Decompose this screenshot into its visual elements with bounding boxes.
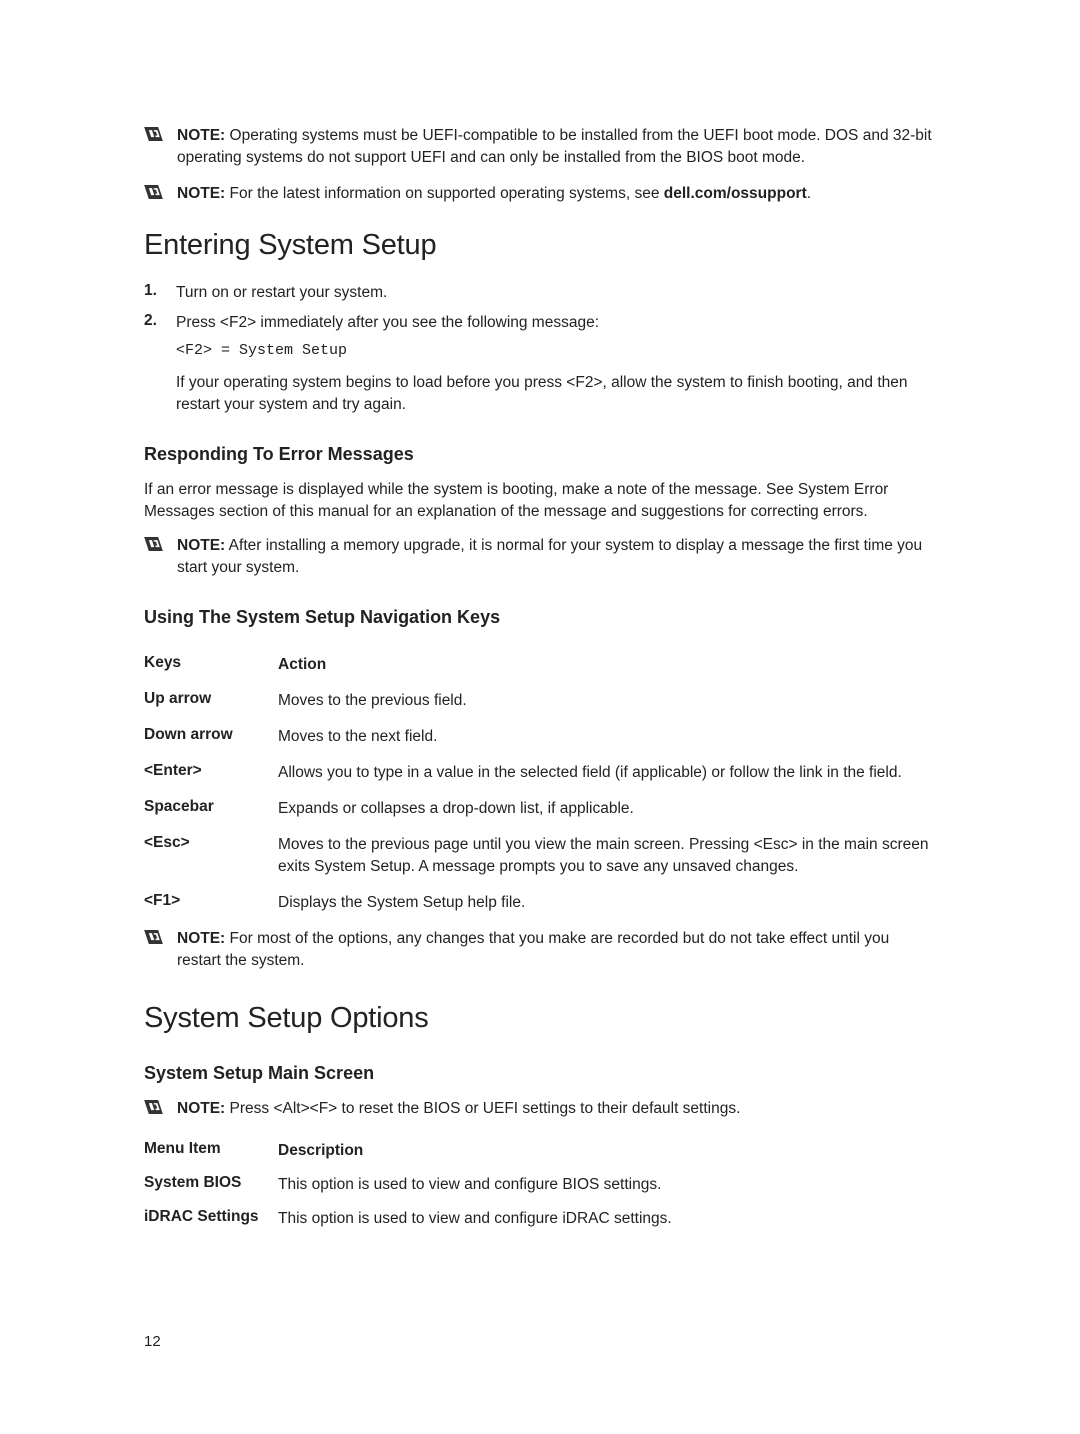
key-cell: <Esc> (144, 834, 278, 852)
table-row: System BIOS This option is used to view … (144, 1174, 936, 1196)
table-row: <Esc> Moves to the previous page until y… (144, 834, 936, 878)
heading-system-setup-options: System Setup Options (144, 1002, 936, 1035)
note-label: NOTE: (177, 537, 225, 554)
note-body: Press <Alt><F> to reset the BIOS or UEFI… (225, 1100, 740, 1117)
menu-table: Menu Item Description System BIOS This o… (144, 1140, 936, 1230)
note-icon (144, 1100, 163, 1114)
note-block: NOTE: For the latest information on supp… (144, 183, 936, 205)
key-cell: Up arrow (144, 690, 278, 708)
description-cell: This option is used to view and configur… (278, 1208, 936, 1230)
code-line: <F2> = System Setup (176, 340, 936, 362)
action-cell: Displays the System Setup help file. (278, 892, 936, 914)
key-cell: <Enter> (144, 762, 278, 780)
action-cell: Moves to the previous page until you vie… (278, 834, 936, 878)
note-block: NOTE: After installing a memory upgrade,… (144, 535, 936, 579)
menu-item-cell: System BIOS (144, 1174, 278, 1192)
heading-navigation-keys: Using The System Setup Navigation Keys (144, 607, 936, 628)
table-row: Up arrow Moves to the previous field. (144, 690, 936, 712)
note-icon (144, 185, 163, 199)
document-page: NOTE: Operating systems must be UEFI-com… (0, 0, 1080, 1434)
note-block: NOTE: For most of the options, any chang… (144, 928, 936, 972)
note-label: NOTE: (177, 185, 225, 202)
note-body-a: For the latest information on supported … (225, 185, 664, 202)
note-body-b: . (807, 185, 811, 202)
description-cell: This option is used to view and configur… (278, 1174, 936, 1196)
page-number: 12 (144, 1333, 161, 1350)
table-row: Down arrow Moves to the next field. (144, 726, 936, 748)
step-text: Press <F2> immediately after you see the… (176, 312, 936, 334)
step-followup: If your operating system begins to load … (176, 372, 936, 416)
action-cell: Expands or collapses a drop-down list, i… (278, 798, 936, 820)
action-cell: Allows you to type in a value in the sel… (278, 762, 936, 784)
step-item: 1. Turn on or restart your system. (144, 282, 936, 304)
note-body: Operating systems must be UEFI-compatibl… (177, 127, 932, 166)
note-body: For most of the options, any changes tha… (177, 930, 889, 969)
action-cell: Moves to the next field. (278, 726, 936, 748)
note-text: NOTE: For most of the options, any chang… (177, 928, 936, 972)
column-header-action: Action (278, 654, 936, 676)
key-cell: <F1> (144, 892, 278, 910)
paragraph: If an error message is displayed while t… (144, 479, 936, 523)
action-cell: Moves to the previous field. (278, 690, 936, 712)
note-icon (144, 930, 163, 944)
table-row: <F1> Displays the System Setup help file… (144, 892, 936, 914)
heading-responding-to-errors: Responding To Error Messages (144, 444, 936, 465)
table-header-row: Menu Item Description (144, 1140, 936, 1162)
step-text: Turn on or restart your system. (176, 282, 936, 304)
heading-system-setup-main-screen: System Setup Main Screen (144, 1063, 936, 1084)
key-cell: Down arrow (144, 726, 278, 744)
column-header-menu-item: Menu Item (144, 1140, 278, 1158)
note-icon (144, 127, 163, 141)
table-header-row: Keys Action (144, 654, 936, 676)
heading-entering-system-setup: Entering System Setup (144, 229, 936, 262)
note-label: NOTE: (177, 127, 225, 144)
step-item: 2. Press <F2> immediately after you see … (144, 312, 936, 416)
menu-item-cell: iDRAC Settings (144, 1208, 278, 1226)
note-body: After installing a memory upgrade, it is… (177, 537, 922, 576)
note-link: dell.com/ossupport (664, 185, 807, 202)
note-text: NOTE: Press <Alt><F> to reset the BIOS o… (177, 1098, 740, 1120)
column-header-description: Description (278, 1140, 936, 1162)
key-cell: Spacebar (144, 798, 278, 816)
table-row: iDRAC Settings This option is used to vi… (144, 1208, 936, 1230)
column-header-keys: Keys (144, 654, 278, 672)
step-number: 1. (144, 282, 176, 300)
note-label: NOTE: (177, 930, 225, 947)
table-row: Spacebar Expands or collapses a drop-dow… (144, 798, 936, 820)
step-number: 2. (144, 312, 176, 330)
keys-table: Keys Action Up arrow Moves to the previo… (144, 654, 936, 914)
note-icon (144, 537, 163, 551)
table-row: <Enter> Allows you to type in a value in… (144, 762, 936, 784)
note-text: NOTE: After installing a memory upgrade,… (177, 535, 936, 579)
note-block: NOTE: Press <Alt><F> to reset the BIOS o… (144, 1098, 936, 1120)
note-text: NOTE: Operating systems must be UEFI-com… (177, 125, 936, 169)
note-label: NOTE: (177, 1100, 225, 1117)
note-text: NOTE: For the latest information on supp… (177, 183, 811, 205)
note-block: NOTE: Operating systems must be UEFI-com… (144, 125, 936, 169)
step-body: Press <F2> immediately after you see the… (176, 312, 936, 416)
